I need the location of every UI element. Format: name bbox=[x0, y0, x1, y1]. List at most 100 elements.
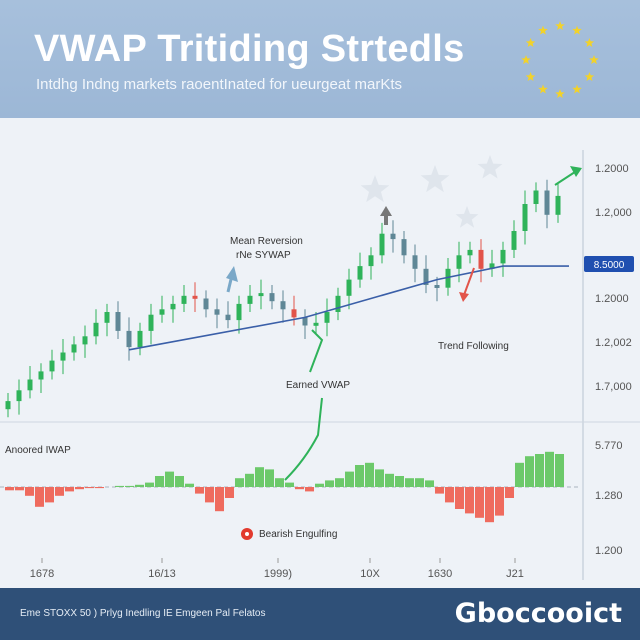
histogram-bar bbox=[35, 487, 44, 507]
current-price-tag bbox=[584, 256, 634, 272]
candle-body bbox=[93, 322, 99, 337]
histogram-bar bbox=[325, 480, 334, 487]
candle bbox=[379, 222, 385, 264]
histogram-bar bbox=[185, 483, 194, 487]
y-tick-label: 1.2000 bbox=[595, 293, 629, 305]
histogram-bar bbox=[305, 487, 314, 492]
eu-stars-icon bbox=[521, 21, 599, 98]
y-tick-label: 1.2,002 bbox=[595, 337, 632, 349]
histogram-bar bbox=[475, 487, 484, 518]
histogram-bar bbox=[15, 487, 24, 491]
histogram-tick-label: 1.200 bbox=[595, 545, 623, 557]
annotation-trend-following: Trend Following bbox=[438, 341, 509, 352]
star-icon bbox=[455, 206, 479, 228]
candle bbox=[401, 231, 407, 264]
candle-body bbox=[467, 249, 473, 256]
candle-body bbox=[511, 231, 517, 250]
x-tick-label: 1678 bbox=[30, 568, 54, 580]
candle bbox=[489, 249, 495, 277]
candle bbox=[346, 268, 352, 310]
candle bbox=[467, 241, 473, 264]
histogram-bar bbox=[445, 487, 454, 503]
candle-body bbox=[368, 255, 374, 267]
candle bbox=[533, 182, 539, 213]
candle bbox=[500, 241, 506, 277]
histogram-bar bbox=[215, 487, 224, 512]
histogram-bar bbox=[385, 473, 394, 487]
annotation-bearish: Bearish Engulfing bbox=[259, 529, 337, 540]
histogram-bar bbox=[525, 456, 534, 487]
histogram-bar bbox=[535, 454, 544, 487]
earned-vwap-line bbox=[284, 329, 324, 481]
candle-body bbox=[412, 255, 418, 269]
histogram-bar bbox=[125, 485, 134, 487]
page-title: VWAP Tritiding Strtedls bbox=[34, 28, 465, 70]
x-tick-label: 16/13 bbox=[148, 568, 176, 580]
histogram-bar bbox=[405, 478, 414, 487]
histogram-bar bbox=[485, 487, 494, 523]
candle bbox=[280, 290, 286, 323]
arrow-down-red-icon bbox=[463, 267, 475, 296]
candle bbox=[60, 339, 66, 375]
candle bbox=[214, 298, 220, 329]
candle bbox=[434, 276, 440, 302]
candle bbox=[38, 363, 44, 393]
star-icon bbox=[538, 84, 548, 94]
candle-body bbox=[478, 249, 484, 269]
candle bbox=[368, 247, 374, 280]
histogram-bar bbox=[515, 462, 524, 487]
candle-body bbox=[434, 285, 440, 288]
candle bbox=[291, 295, 297, 326]
candle-body bbox=[456, 255, 462, 269]
candle-body bbox=[269, 293, 275, 302]
candle bbox=[544, 179, 550, 229]
histogram-bar bbox=[395, 476, 404, 487]
candle-body bbox=[16, 390, 22, 402]
candle bbox=[302, 309, 308, 339]
footer-text: Eme STOXX 50 ) Prlyg Inedling IE Emgeen … bbox=[20, 608, 266, 619]
candle-body bbox=[5, 401, 11, 410]
candle-body bbox=[82, 336, 88, 345]
candle-body bbox=[390, 233, 396, 240]
candle bbox=[335, 287, 341, 321]
histogram-bar bbox=[465, 487, 474, 514]
candle bbox=[27, 366, 33, 399]
star-icon bbox=[477, 155, 503, 179]
star-icon bbox=[589, 55, 599, 64]
candle-body bbox=[236, 303, 242, 321]
candle bbox=[93, 309, 99, 345]
candle bbox=[324, 298, 330, 337]
bearish-marker-dot bbox=[245, 532, 249, 536]
star-icon bbox=[420, 165, 450, 193]
star-icon bbox=[572, 84, 582, 94]
candle-body bbox=[445, 268, 451, 288]
histogram-bar bbox=[235, 478, 244, 487]
candle-body bbox=[38, 371, 44, 380]
candle bbox=[148, 303, 154, 345]
histogram-bar bbox=[5, 487, 14, 491]
histogram-bar bbox=[145, 482, 154, 487]
candle-body bbox=[137, 330, 143, 348]
histogram-bar bbox=[175, 476, 184, 487]
candle-body bbox=[170, 303, 176, 310]
histogram-bar bbox=[135, 484, 144, 487]
histogram-bar bbox=[355, 465, 364, 487]
candle bbox=[181, 285, 187, 312]
candle-body bbox=[302, 317, 308, 326]
histogram-bar bbox=[115, 485, 124, 487]
candlestick-chart: 1.2000 1.2,000 1.2000 1.2,002 1.7,000 5.770 1… bbox=[0, 150, 640, 580]
candle-body bbox=[115, 312, 121, 331]
candle-body bbox=[324, 312, 330, 323]
histogram-bar bbox=[495, 487, 504, 516]
candle bbox=[71, 336, 77, 361]
histogram-bar bbox=[425, 480, 434, 487]
histogram-bar bbox=[85, 487, 94, 489]
histogram-bar bbox=[25, 487, 34, 496]
annotation-mean-reversion-2: rNe SYWAP bbox=[236, 250, 291, 261]
candle bbox=[159, 295, 165, 323]
candle-body bbox=[104, 312, 110, 323]
histogram-bar bbox=[285, 482, 294, 487]
star-icon bbox=[584, 72, 595, 81]
candle bbox=[5, 393, 11, 418]
histogram-tick-label: 5.770 bbox=[595, 440, 623, 452]
